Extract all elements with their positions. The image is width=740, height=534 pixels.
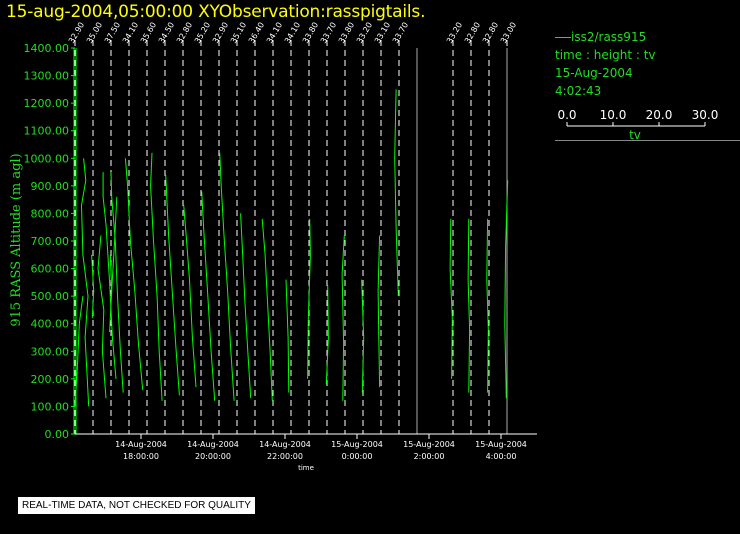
data-trace bbox=[111, 196, 118, 291]
x-tick-date: 15-Aug-2004 bbox=[475, 440, 527, 449]
y-tick-label: 1300.00 bbox=[24, 70, 70, 83]
x-tick-date: 15-Aug-2004 bbox=[331, 440, 383, 449]
profile-label: 37.50 bbox=[103, 21, 122, 45]
profile-label: 33.20 bbox=[355, 21, 374, 45]
data-trace bbox=[91, 254, 95, 319]
profile-label: 32.80 bbox=[463, 21, 482, 45]
legend-date: 15-Aug-2004 bbox=[555, 66, 633, 80]
legend-scale-tick-label: 20.0 bbox=[646, 108, 673, 122]
legend-time: 4:02:43 bbox=[555, 84, 602, 98]
data-trace bbox=[219, 152, 235, 401]
legend-series-swatch bbox=[555, 37, 571, 38]
x-axis-label: time bbox=[298, 464, 314, 472]
data-trace bbox=[504, 180, 509, 399]
data-trace bbox=[467, 218, 471, 393]
profile-label: 33.00 bbox=[499, 21, 518, 45]
profile-label: 33.10 bbox=[373, 21, 392, 45]
data-trace bbox=[377, 235, 381, 388]
profile-label: 35.60 bbox=[139, 21, 158, 45]
profile-label: 35.10 bbox=[229, 21, 248, 45]
profile-label: 35.20 bbox=[193, 21, 212, 45]
profile-label: 34.50 bbox=[157, 21, 176, 45]
data-trace bbox=[150, 152, 163, 401]
data-trace bbox=[102, 172, 117, 379]
data-trace bbox=[80, 158, 90, 407]
y-axis-label: 915 RASS Altitude (m agl) bbox=[9, 153, 24, 326]
profile-label: 34.10 bbox=[283, 21, 302, 45]
x-tick-date: 15-Aug-2004 bbox=[403, 440, 455, 449]
profile-label: 33.70 bbox=[391, 21, 410, 45]
data-trace bbox=[201, 191, 216, 401]
y-tick-label: 400.00 bbox=[31, 318, 70, 331]
data-trace bbox=[325, 285, 329, 385]
legend-series-label: iss2/rass915 bbox=[571, 30, 647, 44]
y-tick-label: 200.00 bbox=[31, 373, 70, 386]
profile-label: 32.90 bbox=[67, 21, 86, 45]
y-tick-label: 1400.00 bbox=[24, 42, 70, 55]
x-tick-time: 20:00:00 bbox=[195, 452, 231, 461]
y-tick-label: 900.00 bbox=[31, 180, 70, 193]
data-trace bbox=[240, 213, 252, 399]
legend-series: iss2/rass915 bbox=[555, 28, 740, 46]
y-tick-label: 300.00 bbox=[31, 345, 70, 358]
data-trace bbox=[110, 172, 124, 393]
profile-label: 33.70 bbox=[319, 21, 338, 45]
data-trace bbox=[124, 158, 144, 390]
x-tick-date: 14-Aug-2004 bbox=[115, 440, 167, 449]
legend-scale-tick-label: 0.0 bbox=[557, 108, 576, 122]
data-trace bbox=[285, 279, 290, 393]
profile-label: 35.00 bbox=[85, 21, 104, 45]
data-trace bbox=[165, 174, 180, 396]
y-tick-label: 1100.00 bbox=[24, 125, 70, 138]
data-trace bbox=[183, 205, 197, 388]
quality-disclaimer: REAL-TIME DATA, NOT CHECKED FOR QUALITY bbox=[18, 497, 255, 514]
y-tick-label: 1200.00 bbox=[24, 97, 70, 110]
y-tick-label: 500.00 bbox=[31, 290, 70, 303]
profile-label: 33.80 bbox=[337, 21, 356, 45]
y-tick-label: 1000.00 bbox=[24, 152, 70, 165]
chart-title: 15-aug-2004,05:00:00 XYObservation:rassp… bbox=[6, 2, 426, 22]
profile-label: 34.10 bbox=[121, 21, 140, 45]
y-tick-label: 700.00 bbox=[31, 235, 70, 248]
profile-label: 32.80 bbox=[481, 21, 500, 45]
x-tick-date: 14-Aug-2004 bbox=[187, 440, 239, 449]
legend-scale-tick-label: 30.0 bbox=[692, 108, 719, 122]
legend-tv-scale: 0.0 10.0 20.0 30.0 tv bbox=[557, 108, 719, 142]
legend-axes-description: time : height : tv bbox=[555, 48, 656, 62]
legend-divider bbox=[555, 140, 740, 141]
data-trace bbox=[361, 279, 365, 393]
legend-scale-tick-label: 10.0 bbox=[600, 108, 627, 122]
profile-label: 33.20 bbox=[445, 21, 464, 45]
x-tick-time: 22:00:00 bbox=[267, 452, 303, 461]
data-series bbox=[74, 89, 509, 407]
y-tick-label: 600.00 bbox=[31, 263, 70, 276]
x-tick-time: 4:00:00 bbox=[486, 452, 517, 461]
profile-label: 32.90 bbox=[211, 21, 230, 45]
y-tick-label: 100.00 bbox=[31, 400, 70, 413]
y-tick-label: 0.00 bbox=[45, 428, 70, 441]
legend-panel: iss2/rass915 time : height : tv 15-Aug-2… bbox=[555, 28, 740, 148]
data-trace bbox=[307, 218, 311, 379]
x-tick-time: 2:00:00 bbox=[414, 452, 445, 461]
data-trace bbox=[341, 235, 345, 401]
data-trace bbox=[261, 218, 273, 401]
x-tick-time: 0:00:00 bbox=[342, 452, 373, 461]
y-tick-label: 800.00 bbox=[31, 207, 70, 220]
data-trace bbox=[486, 218, 489, 393]
profile-label: 34.10 bbox=[265, 21, 284, 45]
legend-scale-label: tv bbox=[629, 128, 641, 142]
profile-label: 33.80 bbox=[301, 21, 320, 45]
axes: 0.00 100.00 200.00 300.00 400.00 500.00 600.00… bbox=[24, 42, 537, 461]
x-tick-time: 18:00:00 bbox=[123, 452, 159, 461]
profile-label: 32.80 bbox=[175, 21, 194, 45]
data-trace bbox=[394, 89, 399, 297]
data-trace bbox=[97, 235, 107, 399]
profile-label: 36.40 bbox=[247, 21, 266, 45]
x-tick-date: 14-Aug-2004 bbox=[259, 440, 311, 449]
data-trace bbox=[449, 218, 453, 379]
